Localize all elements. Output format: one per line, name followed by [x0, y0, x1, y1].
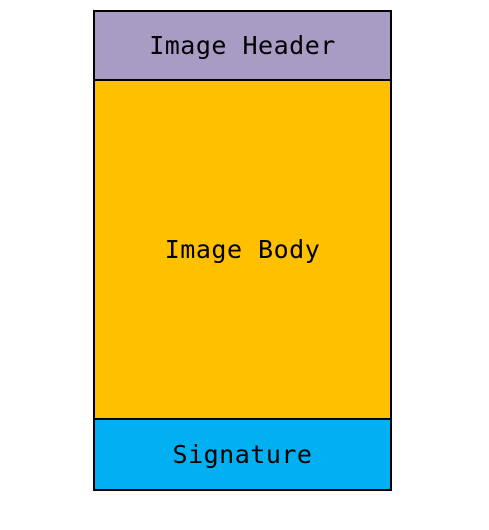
- image-body-label: Image Body: [164, 235, 321, 264]
- signature-label: Signature: [172, 440, 313, 469]
- image-structure-diagram: Image Header Image Body Signature: [93, 10, 392, 491]
- image-body-block: Image Body: [95, 81, 390, 420]
- signature-block: Signature: [95, 420, 390, 489]
- image-header-block: Image Header: [95, 12, 390, 81]
- image-header-label: Image Header: [149, 31, 336, 60]
